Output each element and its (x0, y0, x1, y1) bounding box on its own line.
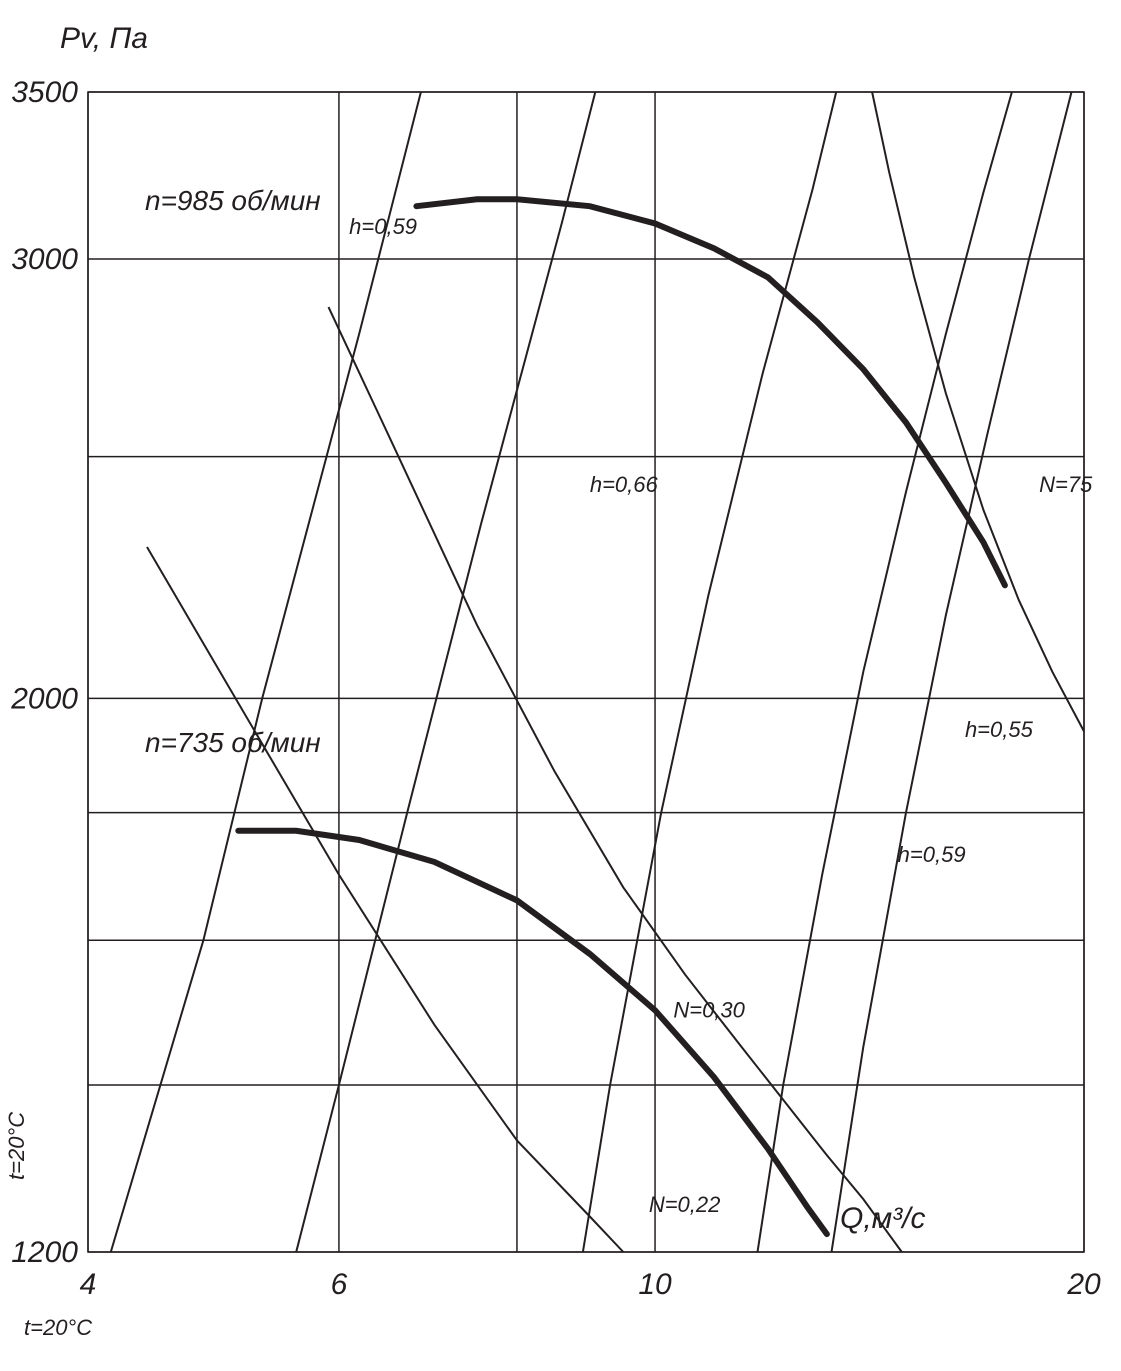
aux-label-N030: N=0,30 (673, 997, 745, 1022)
x-tick-label: 6 (331, 1268, 348, 1301)
y-tick-label: 3500 (11, 76, 78, 109)
x-axis-label: Q,м³/с (840, 1202, 926, 1235)
x-tick-label: 20 (1066, 1268, 1101, 1301)
fan-performance-chart: h=0,59 h=0,66 h=0,59 h=0,55 N=0,22 N=0,30 N=75… (0, 0, 1121, 1371)
x-tick-label: 10 (638, 1268, 672, 1301)
aux-label-N022: N=0,22 (649, 1192, 721, 1217)
y-axis-label: Pv, Па (60, 22, 148, 55)
aux-label-eff066: h=0,66 (590, 472, 659, 497)
curve-label-n735: n=735 об/мин (145, 727, 321, 758)
aux-label-eff055: h=0,55 (965, 717, 1034, 742)
y-tick-label: 1200 (11, 1236, 78, 1269)
x-tick-label: 4 (80, 1268, 97, 1301)
aux-label-eff059L: h=0,59 (349, 214, 417, 239)
aux-label-eff059R: h=0,59 (898, 842, 966, 867)
extra-text-0: t=20°C (4, 1112, 29, 1180)
y-tick-label: 2000 (10, 682, 78, 715)
aux-label-N75: N=75 (1039, 472, 1093, 497)
y-tick-label: 3000 (11, 243, 78, 276)
extra-text-1: t=20°C (24, 1315, 92, 1340)
curve-label-n985: n=985 об/мин (145, 185, 321, 216)
